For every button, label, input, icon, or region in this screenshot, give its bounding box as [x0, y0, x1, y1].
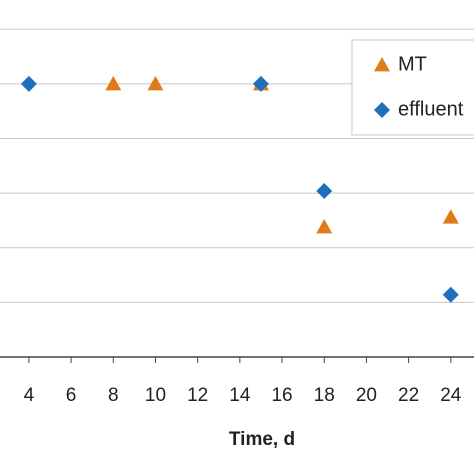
x-tick-label: 10	[145, 385, 166, 406]
x-axis-title: Time, d	[229, 429, 295, 450]
marker	[442, 209, 459, 224]
legend-marker	[374, 102, 390, 118]
marker	[147, 75, 164, 91]
x-tick-label: 18	[314, 385, 335, 406]
legend-marker	[374, 57, 390, 72]
marker	[20, 75, 37, 92]
x-tick-label: 16	[271, 385, 292, 406]
marker	[252, 75, 269, 92]
marker	[105, 75, 122, 91]
x-tick-label: 20	[356, 385, 377, 406]
x-tick-label: 14	[229, 385, 251, 406]
legend-label: effluent	[398, 98, 464, 120]
x-tick-label: 22	[398, 385, 419, 406]
marker	[316, 182, 333, 199]
marker	[442, 286, 459, 303]
marker	[316, 219, 333, 234]
x-tick-label: 8	[108, 385, 119, 406]
x-tick-label: 24	[440, 385, 462, 406]
x-tick-label: 4	[24, 385, 35, 406]
x-tick-label: 6	[66, 385, 77, 406]
legend-box	[351, 39, 474, 136]
x-tick-label: 12	[187, 385, 208, 406]
legend-label: MT	[398, 53, 427, 75]
